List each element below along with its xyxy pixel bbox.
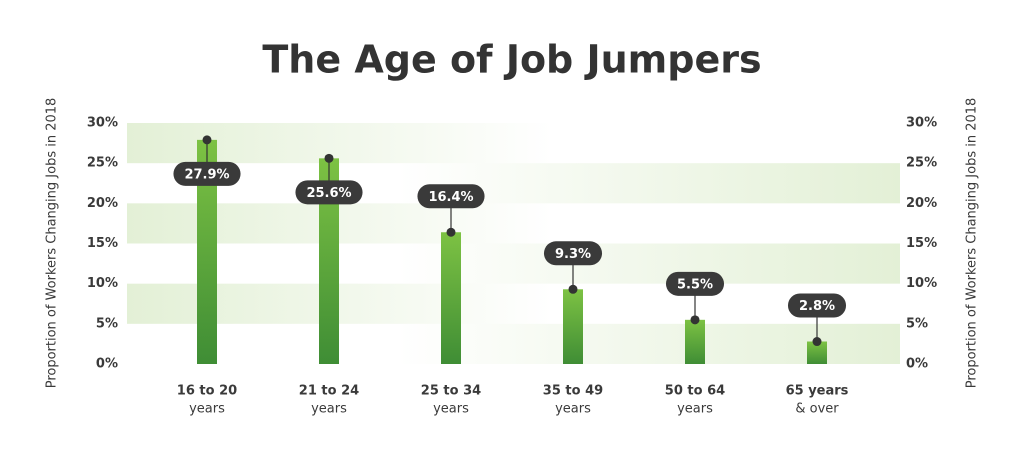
value-label: 2.8% [799,299,835,314]
bar [563,289,583,364]
value-label: 16.4% [428,190,473,205]
bar [319,158,339,364]
y-tick-label: 30% [87,116,118,131]
bar [807,341,827,364]
background-bands [127,123,900,364]
bar-top-dot [568,284,578,294]
x-tick-label: 35 to 49 [543,384,603,399]
x-tick-label: years [555,402,591,417]
bar-top-dot [690,315,700,325]
bar-top-dot [202,135,212,145]
band [127,163,900,204]
chart-title: The Age of Job Jumpers [262,38,761,82]
y2-tick-label: 5% [906,316,928,331]
x-tick-label: 25 to 34 [421,384,481,399]
y2-tick-label: 10% [906,276,937,291]
y-tick-label: 25% [87,156,118,171]
x-tick-label: years [433,402,469,417]
bar-top-dot [446,227,456,237]
y2-tick-label: 25% [906,156,937,171]
value-label-pill [787,293,847,318]
bar-top-dot [324,153,334,163]
value-label: 5.5% [677,277,713,292]
x-tick-label: 65 years [786,384,849,399]
value-label: 9.3% [555,247,591,262]
y-tick-label: 0% [96,357,118,372]
x-tick-label: 16 to 20 [177,384,237,399]
bar [197,139,217,364]
value-label: 25.6% [306,186,351,201]
value-label-pill [295,180,363,205]
band [127,283,900,324]
band [127,323,900,364]
value-label-pill [417,184,485,209]
value-label-pill [665,271,725,296]
band [127,123,900,164]
y-tick-label: 10% [87,276,118,291]
y-tick-label: 20% [87,196,118,211]
x-tick-label: years [677,402,713,417]
bar [441,232,461,364]
bar [685,319,705,364]
value-label: 27.9% [184,167,229,182]
band [127,243,900,284]
x-tick-label: 50 to 64 [665,384,725,399]
y2-tick-label: 30% [906,116,937,131]
bar-top-dot [812,337,822,347]
y-tick-label: 15% [87,236,118,251]
x-tick-label: years [189,402,225,417]
y2-axis-title: Proportion of Workers Changing Jobs in 2… [965,98,980,389]
x-tick-label: & over [795,402,839,417]
y2-tick-label: 15% [906,236,937,251]
x-tick-label: 21 to 24 [299,384,359,399]
value-label-pill [543,241,603,266]
y-tick-label: 5% [96,316,118,331]
y2-tick-label: 0% [906,357,928,372]
y-axis-title: Proportion of Workers Changing Jobs in 2… [45,98,60,389]
band [127,203,900,244]
x-tick-label: years [311,402,347,417]
y2-tick-label: 20% [906,196,937,211]
value-label-pill [173,161,241,186]
